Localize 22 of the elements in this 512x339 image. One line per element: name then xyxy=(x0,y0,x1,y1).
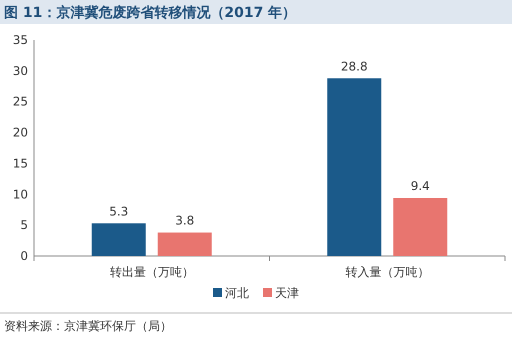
y-tick-label: 10 xyxy=(12,187,28,202)
data-label: 28.8 xyxy=(340,59,368,74)
data-label: 9.4 xyxy=(410,178,430,193)
y-tick-label: 30 xyxy=(12,64,28,78)
y-tick-label: 35 xyxy=(12,33,28,47)
legend-label: 河北 xyxy=(225,286,249,300)
x-tick-label: 转入量（万吨） xyxy=(345,265,430,279)
bar xyxy=(327,78,382,256)
data-label: 5.3 xyxy=(109,204,128,218)
y-tick-label: 15 xyxy=(12,156,28,170)
x-tick-label: 转出量（万吨） xyxy=(110,265,194,279)
bar xyxy=(393,198,448,256)
text: 资料来源：京津冀环保厅（局） xyxy=(4,319,172,333)
y-tick-label: 0 xyxy=(20,249,28,263)
data-label: 3.8 xyxy=(175,214,194,228)
y-tick-label: 25 xyxy=(12,94,28,109)
chart-title: 图 11：京津冀危废跨省转移情况（2017 年） xyxy=(4,4,296,21)
y-tick-label: 5 xyxy=(20,218,28,232)
bar xyxy=(92,223,146,256)
bar xyxy=(158,232,212,256)
legend-label: 天津 xyxy=(275,286,299,300)
y-tick-label: 20 xyxy=(12,126,28,140)
